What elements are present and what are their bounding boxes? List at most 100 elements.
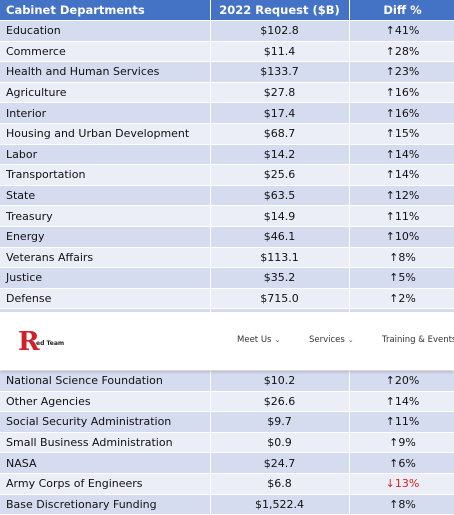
site-navbar: R ed Team Meet Us ⌄ Services ⌄ Training & … bbox=[0, 312, 454, 370]
dept-cell: Health and Human Services bbox=[0, 61, 211, 83]
request-cell: $26.6 bbox=[210, 391, 350, 413]
nav-training-events-label: Training & Events bbox=[382, 335, 454, 345]
table-row: Defense $715.0 ↑2% bbox=[0, 288, 454, 310]
table-row: Energy $46.1 ↑10% bbox=[0, 226, 454, 248]
dept-cell: Treasury bbox=[0, 205, 211, 227]
dept-cell: Small Business Administration bbox=[0, 432, 211, 454]
table-row: Transportation $25.6 ↑14% bbox=[0, 164, 454, 186]
table-row: Other Agencies $26.6 ↑14% bbox=[0, 391, 454, 413]
table-row: Army Corps of Engineers $6.8 ↓13% bbox=[0, 473, 454, 495]
dept-cell: Interior bbox=[0, 102, 211, 124]
logo-letter: R bbox=[18, 327, 40, 357]
nav-training-events[interactable]: Training & Events bbox=[382, 335, 454, 345]
table-row: NASA $24.7 ↑6% bbox=[0, 452, 454, 474]
request-cell: $133.7 bbox=[210, 61, 350, 83]
request-cell: $6.8 bbox=[210, 473, 350, 495]
dept-cell: Transportation bbox=[0, 164, 211, 186]
diff-cell: ↑5% bbox=[349, 267, 454, 289]
budget-table-bottom: National Science Foundation $10.2 ↑20% Othe… bbox=[0, 371, 454, 515]
request-cell: $25.6 bbox=[210, 164, 350, 186]
request-cell: $27.8 bbox=[210, 82, 350, 104]
table-row: Health and Human Services $133.7 ↑23% bbox=[0, 61, 454, 83]
table-row: Veterans Affairs $113.1 ↑8% bbox=[0, 247, 454, 269]
diff-cell: ↑23% bbox=[349, 61, 454, 83]
table-row: Interior $17.4 ↑16% bbox=[0, 102, 454, 124]
dept-cell: Base Discretionary Funding bbox=[0, 494, 211, 515]
diff-cell: ↑9% bbox=[349, 432, 454, 454]
dept-cell: Social Security Administration bbox=[0, 411, 211, 433]
diff-cell: ↑14% bbox=[349, 144, 454, 166]
diff-cell: ↑16% bbox=[349, 82, 454, 104]
dept-cell: Other Agencies bbox=[0, 391, 211, 413]
request-cell: $11.4 bbox=[210, 41, 350, 63]
dept-cell: Veterans Affairs bbox=[0, 247, 211, 269]
dept-cell: Justice bbox=[0, 267, 211, 289]
request-cell: $0.9 bbox=[210, 432, 350, 454]
dept-cell: Energy bbox=[0, 226, 211, 248]
table-row: Housing and Urban Development $68.7 ↑15% bbox=[0, 123, 454, 145]
table-row: Base Discretionary Funding $1,522.4 ↑8% bbox=[0, 494, 454, 515]
diff-cell: ↑14% bbox=[349, 164, 454, 186]
budget-table-top: Cabinet Departments 2022 Request ($B) Di… bbox=[0, 0, 454, 330]
request-cell: $102.8 bbox=[210, 20, 350, 42]
request-cell: $63.5 bbox=[210, 185, 350, 207]
diff-cell: ↑11% bbox=[349, 205, 454, 227]
diff-cell: ↑41% bbox=[349, 20, 454, 42]
diff-cell: ↑2% bbox=[349, 288, 454, 310]
dept-cell: Army Corps of Engineers bbox=[0, 473, 211, 495]
diff-cell: ↑20% bbox=[349, 371, 454, 392]
diff-cell: ↑8% bbox=[349, 247, 454, 269]
table-row: Treasury $14.9 ↑11% bbox=[0, 205, 454, 227]
diff-cell: ↑16% bbox=[349, 102, 454, 124]
request-cell: $17.4 bbox=[210, 102, 350, 124]
request-cell: $24.7 bbox=[210, 452, 350, 474]
chevron-down-icon: ⌄ bbox=[274, 336, 281, 344]
request-cell: $9.7 bbox=[210, 411, 350, 433]
request-cell: $46.1 bbox=[210, 226, 350, 248]
table-row: Education $102.8 ↑41% bbox=[0, 20, 454, 42]
table-row: Small Business Administration $0.9 ↑9% bbox=[0, 432, 454, 454]
chevron-down-icon: ⌄ bbox=[347, 336, 354, 344]
dept-cell: National Science Foundation bbox=[0, 371, 211, 392]
dept-cell: State bbox=[0, 185, 211, 207]
table-row: National Science Foundation $10.2 ↑20% bbox=[0, 371, 454, 392]
diff-cell: ↑11% bbox=[349, 411, 454, 433]
dept-cell: NASA bbox=[0, 452, 211, 474]
request-cell: $10.2 bbox=[210, 371, 350, 392]
red-team-logo[interactable]: R ed Team bbox=[18, 329, 70, 355]
header-request: 2022 Request ($B) bbox=[210, 0, 350, 21]
request-cell: $113.1 bbox=[210, 247, 350, 269]
diff-cell: ↑12% bbox=[349, 185, 454, 207]
request-cell: $14.2 bbox=[210, 144, 350, 166]
table-row: State $63.5 ↑12% bbox=[0, 185, 454, 207]
header-departments: Cabinet Departments bbox=[0, 0, 211, 21]
diff-cell: ↑6% bbox=[349, 452, 454, 474]
nav-meet-us-label: Meet Us bbox=[237, 335, 272, 345]
dept-cell: Agriculture bbox=[0, 82, 211, 104]
dept-cell: Defense bbox=[0, 288, 211, 310]
request-cell: $14.9 bbox=[210, 205, 350, 227]
nav-meet-us[interactable]: Meet Us ⌄ bbox=[237, 335, 280, 345]
table-row: Commerce $11.4 ↑28% bbox=[0, 41, 454, 63]
request-cell: $715.0 bbox=[210, 288, 350, 310]
header-diff: Diff % bbox=[349, 0, 454, 21]
dept-cell: Commerce bbox=[0, 41, 211, 63]
diff-cell: ↑14% bbox=[349, 391, 454, 413]
dept-cell: Labor bbox=[0, 144, 211, 166]
diff-cell: ↑8% bbox=[349, 494, 454, 515]
request-cell: $68.7 bbox=[210, 123, 350, 145]
diff-cell: ↓13% bbox=[349, 473, 454, 495]
nav-services-label: Services bbox=[309, 335, 345, 345]
request-cell: $35.2 bbox=[210, 267, 350, 289]
diff-cell: ↑28% bbox=[349, 41, 454, 63]
table-row: Labor $14.2 ↑14% bbox=[0, 144, 454, 166]
diff-cell: ↑10% bbox=[349, 226, 454, 248]
diff-cell: ↑15% bbox=[349, 123, 454, 145]
logo-text: ed Team bbox=[36, 340, 65, 347]
table-row: Justice $35.2 ↑5% bbox=[0, 267, 454, 289]
nav-services[interactable]: Services ⌄ bbox=[309, 335, 354, 345]
dept-cell: Education bbox=[0, 20, 211, 42]
table-header-row: Cabinet Departments 2022 Request ($B) Di… bbox=[0, 0, 454, 21]
table-row: Social Security Administration $9.7 ↑11% bbox=[0, 411, 454, 433]
dept-cell: Housing and Urban Development bbox=[0, 123, 211, 145]
